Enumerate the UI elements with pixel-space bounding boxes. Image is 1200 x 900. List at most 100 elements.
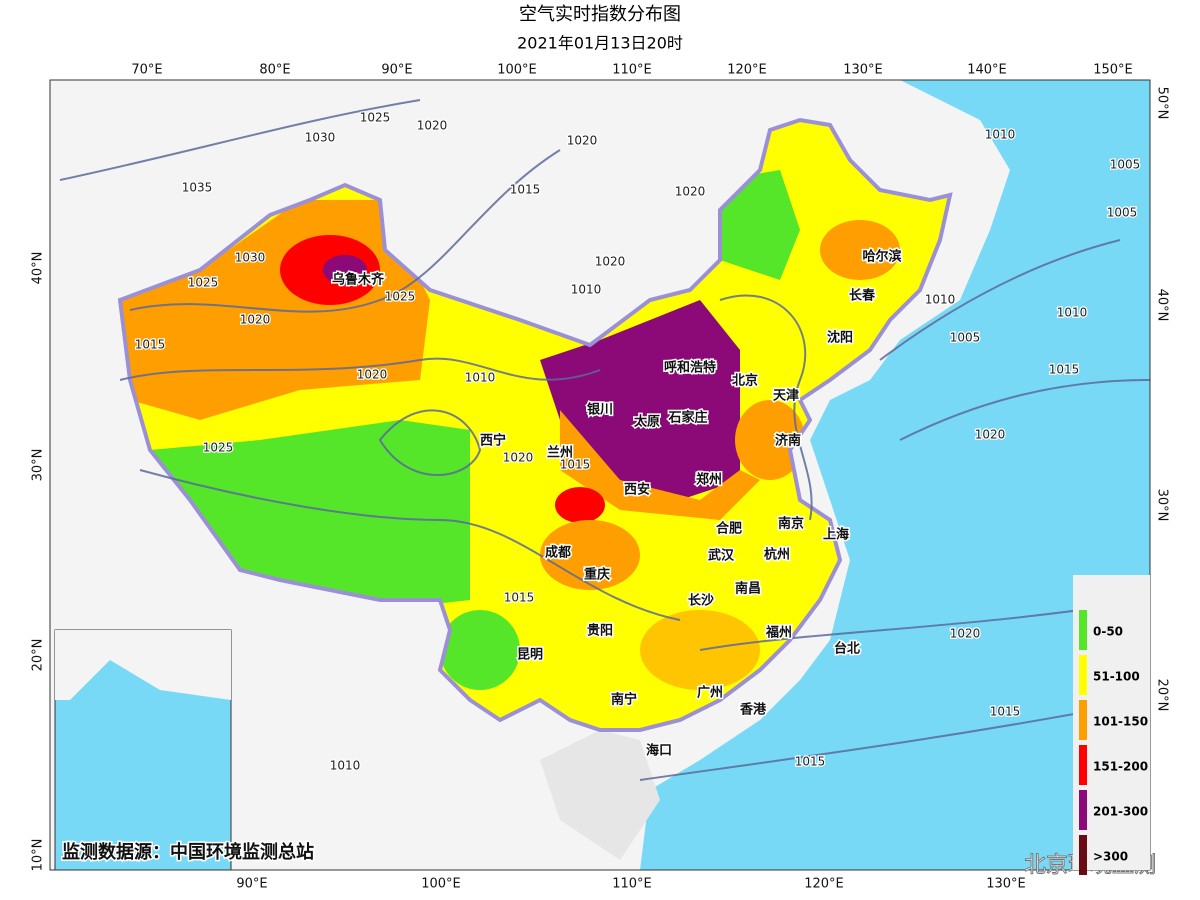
isobar-label: 1010 <box>571 283 602 297</box>
isobar-label: 1020 <box>240 313 271 327</box>
lon-label: 110°E <box>612 877 652 892</box>
legend-swatch <box>1079 655 1087 695</box>
map-area <box>50 80 1150 870</box>
lon-label: 120°E <box>804 877 844 892</box>
legend-label: 201-300 <box>1093 805 1148 819</box>
city-label: 郑州 <box>696 472 722 488</box>
legend-label: >300 <box>1093 850 1128 864</box>
isobar-label: 1015 <box>135 338 166 352</box>
isobar-label: 1005 <box>1107 206 1138 220</box>
city-label: 天津 <box>773 388 799 404</box>
city-label: 昆明 <box>517 647 543 663</box>
isobar-label: 1025 <box>385 290 416 304</box>
lat-label: 30°N <box>1155 489 1170 522</box>
city-label: 呼和浩特 <box>664 360 716 376</box>
city-label: 福州 <box>765 625 792 641</box>
city-label: 沈阳 <box>827 330 853 346</box>
lon-label: 110°E <box>612 63 652 78</box>
city-label: 银川 <box>587 402 613 418</box>
lon-label: 150°E <box>1093 63 1133 78</box>
lon-label: 90°E <box>236 877 267 892</box>
legend-swatch <box>1079 835 1087 875</box>
lat-label: 10°N <box>31 839 46 872</box>
lat-label: 20°N <box>31 639 46 672</box>
source: 监测数据源：中国环境监测总站 <box>62 841 314 863</box>
lon-label: 120°E <box>727 63 767 78</box>
lon-label: 130°E <box>843 63 883 78</box>
city-label: 济南 <box>775 433 801 449</box>
city-label: 上海 <box>823 527 849 543</box>
isobar-label: 1010 <box>925 293 956 307</box>
lon-label: 100°E <box>421 877 461 892</box>
isobar-label: 1020 <box>417 119 448 133</box>
city-label: 台北 <box>834 641 860 657</box>
subtitle: 2021年01月13日20时 <box>517 34 683 53</box>
isobar-label: 1005 <box>950 331 981 345</box>
city-label: 南京 <box>778 516 804 532</box>
city-label: 广州 <box>697 685 723 701</box>
isobar-label: 1020 <box>975 428 1006 442</box>
isobar-label: 1010 <box>465 371 496 385</box>
lat-label: 30°N <box>31 449 46 482</box>
city-label: 香港 <box>739 702 767 718</box>
city-label: 贵阳 <box>587 623 613 639</box>
legend-swatch <box>1079 700 1087 740</box>
isobar-label: 1015 <box>504 591 535 605</box>
city-label: 武汉 <box>708 548 735 564</box>
title: 空气实时指数分布图 <box>519 4 681 25</box>
city-label: 南昌 <box>735 581 761 597</box>
city-label: 西安 <box>624 482 650 498</box>
isobar-label: 1015 <box>560 458 591 472</box>
city-label: 南宁 <box>611 692 637 708</box>
legend-label: 151-200 <box>1093 760 1148 774</box>
isobar-label: 1010 <box>330 759 361 773</box>
city-label: 哈尔滨 <box>862 249 901 265</box>
isobar-label: 1025 <box>360 111 391 125</box>
isobar-label: 1025 <box>203 441 234 455</box>
isobar-label: 1030 <box>305 131 336 145</box>
isobar-label: 1015 <box>510 183 541 197</box>
isobar-label: 1030 <box>235 251 266 265</box>
isobar-label: 1020 <box>567 134 598 148</box>
isobar-label: 1015 <box>990 705 1021 719</box>
city-label: 海口 <box>646 743 672 759</box>
legend-swatch <box>1079 610 1087 650</box>
lat-label: 20°N <box>1155 679 1170 712</box>
isobar-label: 1010 <box>985 128 1016 142</box>
lon-label: 80°E <box>259 63 290 78</box>
lon-label: 90°E <box>381 63 412 78</box>
legend-label: 51-100 <box>1093 670 1140 684</box>
city-label: 太原 <box>633 414 660 430</box>
legend-label: 0-50 <box>1093 625 1123 639</box>
lat-label: 40°N <box>31 252 46 285</box>
city-label: 石家庄 <box>667 410 707 426</box>
city-label: 长春 <box>849 288 876 304</box>
city-label: 兰州 <box>547 445 573 461</box>
lat-label: 50°N <box>1155 87 1170 120</box>
city-label: 西宁 <box>480 433 506 449</box>
isobar-label: 1020 <box>950 627 981 641</box>
lon-label: 140°E <box>967 63 1007 78</box>
lat-label: 40°N <box>1155 289 1170 322</box>
city-label: 成都 <box>545 545 571 561</box>
lon-label: 70°E <box>131 63 162 78</box>
isobar-label: 1010 <box>1057 306 1088 320</box>
city-label: 合肥 <box>716 521 742 537</box>
city-label: 乌鲁木齐 <box>332 272 385 288</box>
city-label: 北京 <box>732 373 758 389</box>
lon-label: 100°E <box>497 63 537 78</box>
isobar-label: 1015 <box>1049 363 1080 377</box>
isobar-label: 1025 <box>188 276 219 290</box>
isobar-label: 1020 <box>675 185 706 199</box>
lon-label: 130°E <box>986 877 1026 892</box>
isobar-label: 1035 <box>182 181 213 195</box>
legend-swatch <box>1079 790 1087 830</box>
isobar-label: 1020 <box>503 451 534 465</box>
city-label: 长沙 <box>688 593 714 609</box>
city-label: 杭州 <box>764 547 790 563</box>
isobar-label: 1020 <box>357 368 388 382</box>
isobar-label: 1005 <box>1110 158 1141 172</box>
legend-label: 101-150 <box>1093 715 1148 729</box>
isobar-label: 1015 <box>795 755 826 769</box>
